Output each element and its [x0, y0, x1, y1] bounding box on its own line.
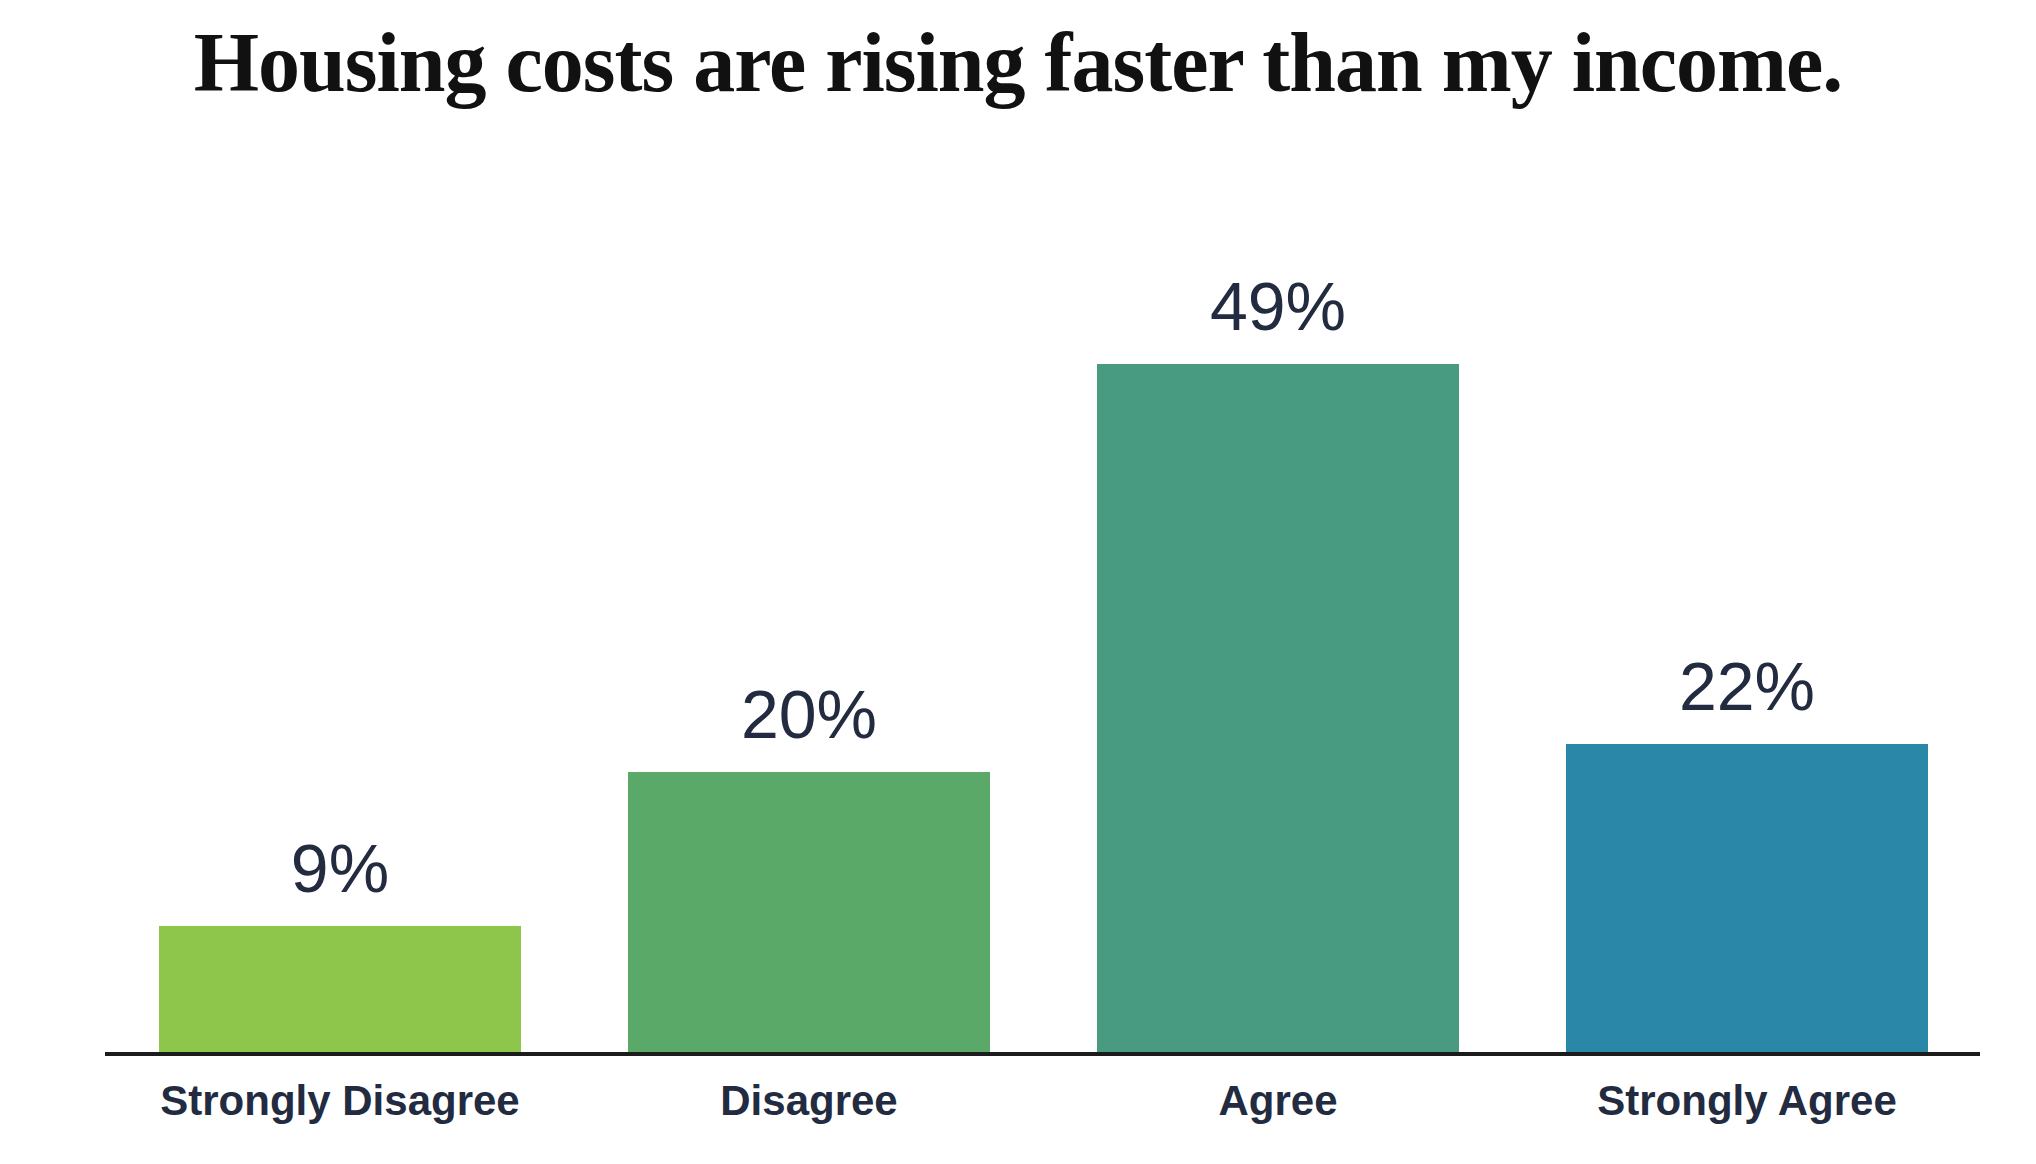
bar-agree	[1097, 364, 1459, 1053]
value-label-disagree: 20%	[741, 680, 877, 748]
category-label-strongly-disagree: Strongly Disagree	[159, 1074, 521, 1129]
category-label-agree: Agree	[1097, 1074, 1459, 1129]
category-label-disagree: Disagree	[628, 1074, 990, 1129]
bar-column-strongly-agree: 22%	[1566, 170, 1928, 1053]
bar-chart: Housing costs are rising faster than my …	[0, 0, 2036, 1164]
bar-column-disagree: 20%	[628, 170, 990, 1053]
value-label-strongly-agree: 22%	[1679, 652, 1815, 720]
bar-strongly-agree	[1566, 744, 1928, 1053]
bar-column-agree: 49%	[1097, 170, 1459, 1053]
x-axis-labels: Strongly Disagree Disagree Agree Strongl…	[105, 1074, 1980, 1129]
category-label-strongly-agree: Strongly Agree	[1566, 1074, 1928, 1129]
x-axis-line	[105, 1052, 1980, 1056]
chart-title: Housing costs are rising faster than my …	[0, 10, 2036, 115]
value-label-agree: 49%	[1210, 272, 1346, 340]
plot-area: 9% 20% 49% 22%	[105, 170, 1980, 1053]
bar-strongly-disagree	[159, 926, 521, 1053]
value-label-strongly-disagree: 9%	[291, 834, 389, 902]
bar-column-strongly-disagree: 9%	[159, 170, 521, 1053]
bar-disagree	[628, 772, 990, 1053]
